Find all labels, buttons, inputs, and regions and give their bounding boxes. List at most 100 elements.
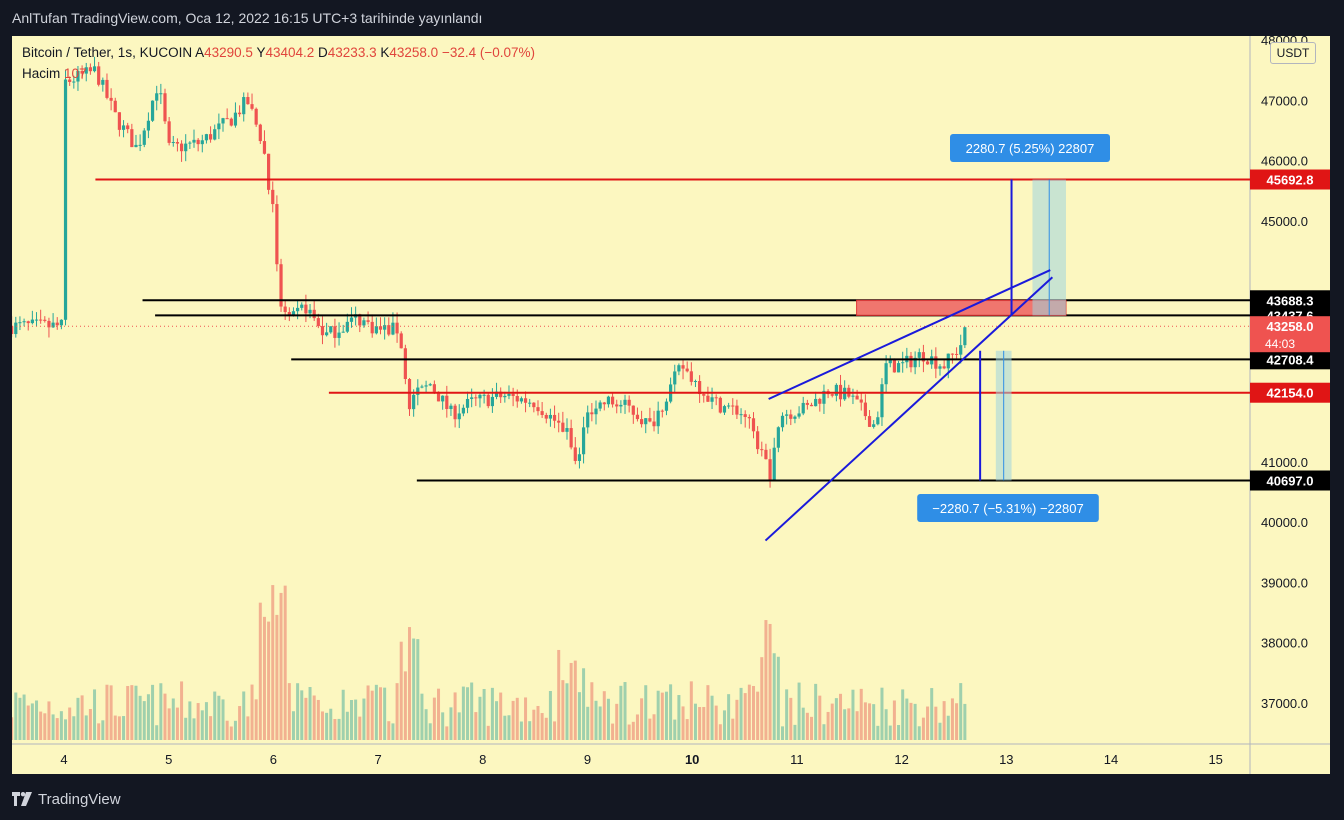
x-tick-label: 14 [1104,752,1118,767]
volume-bar [743,693,747,740]
candle-body [221,118,225,124]
candle-body [598,402,602,409]
candle-body [859,399,863,403]
volume-bar [702,706,706,740]
candle-body [308,309,312,314]
volume-bar [934,706,938,740]
volume-bar [946,715,950,740]
candle-body [586,412,590,428]
volume-bar [768,623,772,740]
currency-badge[interactable]: USDT [1270,42,1316,64]
candle-body [888,359,892,364]
candle-body [258,124,262,142]
volume-bar [122,716,126,740]
candle-body [126,125,130,130]
candle-body [681,365,685,369]
candle-body [809,404,814,407]
candle-body [921,352,926,362]
candle-body [818,398,822,404]
volume-bar [565,683,569,740]
volume-bar [26,705,30,740]
volume-bar [291,711,295,740]
volume-label: Hacim [22,66,61,81]
volume-bar [635,714,639,740]
candle-body [59,319,63,326]
candle-body [639,419,644,425]
volume-bar [756,691,760,740]
candle-body [739,414,743,416]
candle-body [345,321,349,332]
volume-bar [358,716,362,740]
candle-body [378,326,383,330]
candle-body [627,399,631,406]
publish-text: AnlTufan TradingView.com, Oca 12, 2022 1… [12,10,483,26]
candle-body [453,405,457,420]
volume-bar [731,718,735,740]
volume-bar [271,585,275,740]
volume-bar [926,706,930,740]
volume-bar [722,710,726,740]
volume-bar [884,709,888,740]
candle-body [142,130,146,145]
candle-body [387,325,391,335]
candle-body [884,363,888,385]
volume-bar [225,720,229,740]
volume-bar [420,693,424,740]
volume-bar [557,649,561,740]
brand-name[interactable]: TradingView [38,790,121,808]
y-tick-label: 40000.0 [1261,515,1308,530]
countdown-label: 44:03 [1265,337,1295,351]
candle-body [179,143,184,152]
candle-body [602,402,606,405]
candle-body [528,402,532,404]
candle-body [254,108,258,125]
y-tick-label: 39000.0 [1261,575,1308,590]
x-tick-label: 13 [999,752,1013,767]
volume-bar [511,700,515,740]
volume-bar [751,685,755,740]
candle-body [619,404,623,407]
volume-bar [399,641,403,740]
volume-bar [855,711,859,740]
candle-body [938,366,942,369]
volume-bar [859,688,863,740]
volume-bar [88,709,92,740]
volume-bar [598,706,602,740]
volume-bar [184,717,188,740]
volume-bar [341,689,345,740]
candle-body [68,79,72,82]
candle-body [412,394,416,410]
volume-bar [590,682,594,740]
candle-body [146,120,151,131]
price-chart[interactable]: 48000.047000.046000.045000.041000.040000… [12,36,1330,774]
candle-body [764,449,768,460]
volume-bar [664,691,668,740]
close-value: 43258.0 [389,45,439,60]
volume-bar [959,683,963,740]
volume-bar [449,707,453,740]
volume-bar [673,719,677,740]
volume-bar [283,585,287,740]
volume-bar [739,687,743,740]
candle-body [175,142,180,144]
volume-bar [913,703,917,740]
candle-body [706,395,710,402]
volume-bar [12,717,14,740]
candle-body [370,321,374,334]
volume-bar [631,721,635,740]
chart-frame[interactable]: 48000.047000.046000.045000.041000.040000… [12,36,1330,774]
volume-bar [130,685,134,740]
volume-bar [619,685,623,740]
candle-body [776,427,780,448]
candle-body [39,319,43,321]
volume-bar [354,699,358,740]
volume-bar [586,706,590,740]
measure-up-label: 2280.7 (5.25%) 22807 [966,141,1095,156]
volume-bar [432,697,436,740]
volume-bar [126,685,130,740]
candle-body [30,319,34,324]
x-tick-label: 12 [894,752,908,767]
symbol-title[interactable]: Bitcoin / Tether, 1s, KUCOIN [22,45,193,60]
candle-body [677,365,681,372]
candle-body [34,319,39,321]
